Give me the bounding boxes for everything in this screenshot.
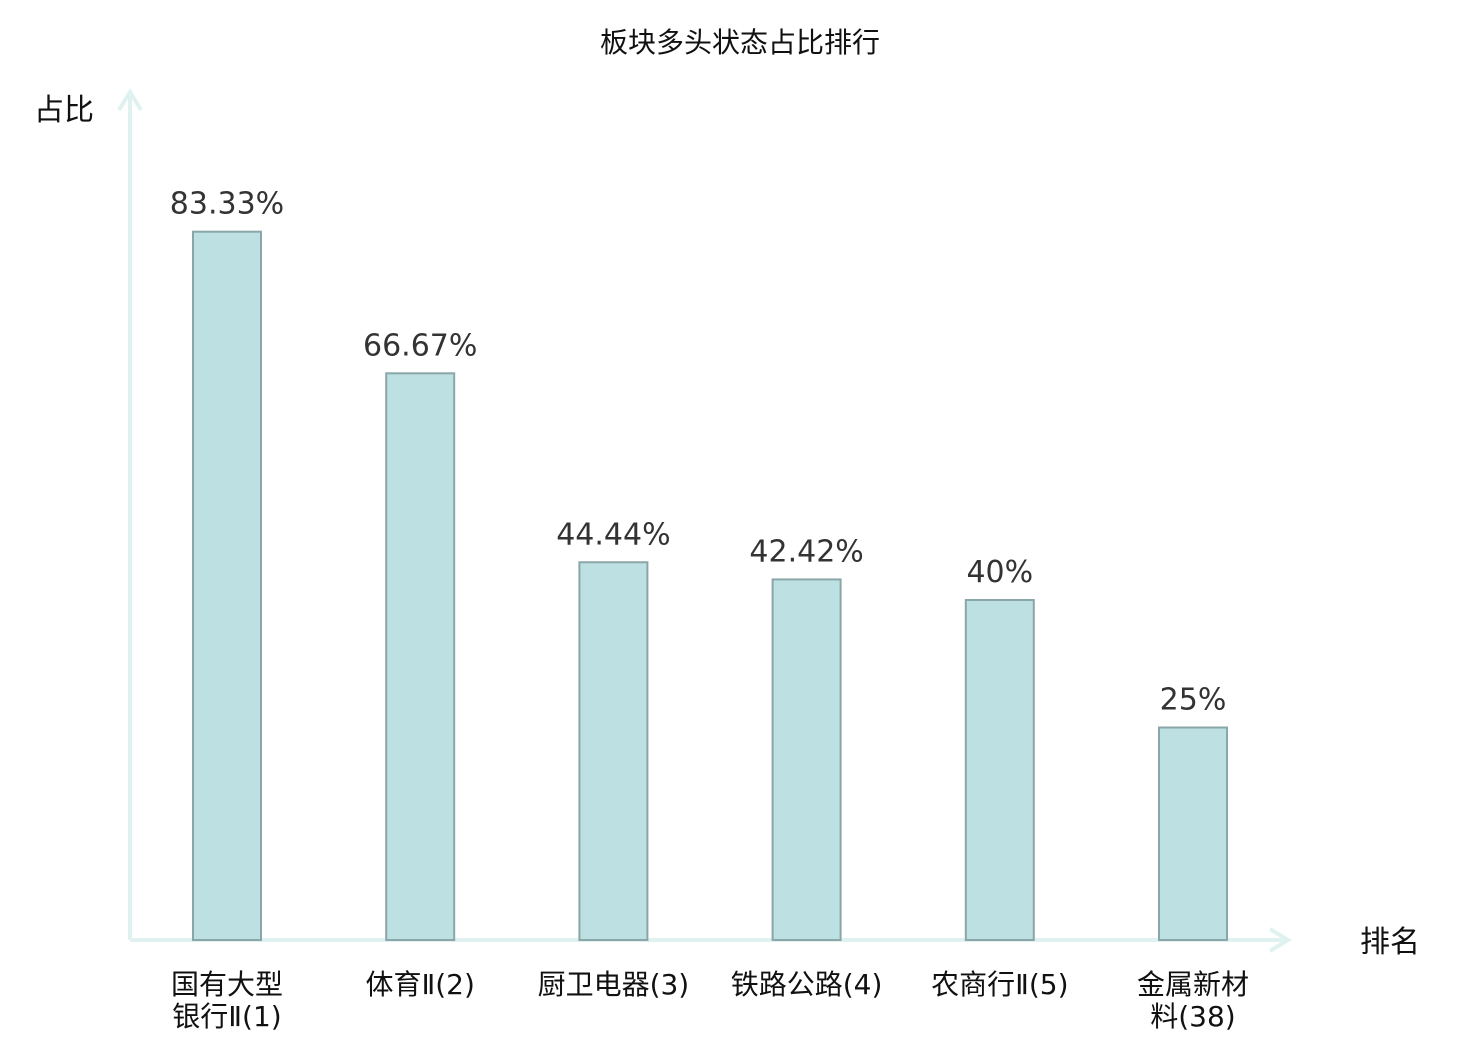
category-label: 国有大型银行Ⅱ(1) bbox=[171, 968, 283, 1033]
category-label: 体育Ⅱ(2) bbox=[365, 968, 474, 1001]
value-label: 66.67% bbox=[363, 328, 477, 363]
value-label: 83.33% bbox=[170, 187, 284, 222]
category-label: 厨卫电器(3) bbox=[538, 968, 690, 1001]
bar bbox=[578, 561, 649, 941]
value-label: 40% bbox=[966, 555, 1033, 590]
bars-group: 83.33% 国有大型银行Ⅱ(1) 66.67% 体育Ⅱ(2) 44.44% 厨卫电器(3… bbox=[170, 187, 1249, 1033]
bar bbox=[1158, 726, 1228, 941]
bar bbox=[385, 372, 456, 941]
value-label: 42.42% bbox=[749, 534, 863, 569]
value-label: 44.44% bbox=[556, 517, 670, 552]
x-axis bbox=[130, 927, 1292, 953]
chart-title: 板块多头状态占比排行 bbox=[600, 26, 880, 59]
x-axis-label: 排名 bbox=[1360, 925, 1420, 960]
bar bbox=[771, 578, 842, 941]
y-axis bbox=[117, 88, 143, 940]
bar bbox=[192, 230, 262, 941]
bar bbox=[964, 599, 1035, 941]
y-axis-label: 占比 bbox=[34, 93, 94, 128]
value-label: 25% bbox=[1160, 683, 1227, 718]
category-label: 农商行Ⅱ(5) bbox=[931, 968, 1068, 1001]
category-label: 铁路公路(4) bbox=[731, 968, 883, 1001]
category-label: 金属新材料(38) bbox=[1137, 968, 1249, 1033]
